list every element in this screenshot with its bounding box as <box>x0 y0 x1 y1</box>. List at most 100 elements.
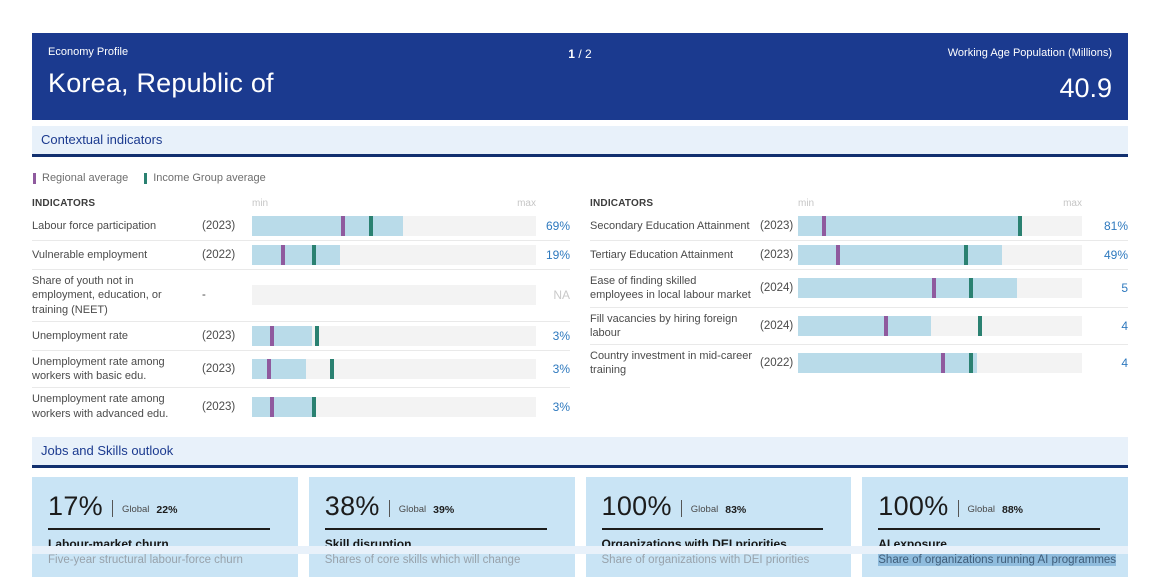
kpi-global-label: Global <box>121 504 150 516</box>
indicator-bar-fill <box>252 216 403 236</box>
indicators-table-left: INDICATORS min max Labour force particip… <box>32 194 570 425</box>
indicator-bar-fill <box>252 325 312 346</box>
kpi-card: 100% Global 83% Organizations with DEI prio… <box>585 477 852 577</box>
indicator-bar-track <box>798 278 1082 299</box>
divider-icon <box>957 500 959 518</box>
indicator-value: 69% <box>545 219 570 233</box>
indicator-row: Unemployment rate among workers with bas… <box>32 351 570 389</box>
regional-average-tick-icon <box>269 396 274 417</box>
max-label: max <box>517 197 536 209</box>
legend-item-regional-average: Regional average <box>33 172 128 184</box>
income-group-average-tick-icon <box>369 216 374 236</box>
indicator-row: Fill vacancies by hiring foreign labour (… <box>590 308 1128 346</box>
kpi-subtitle: Share of organizations running AI progra… <box>878 554 1128 567</box>
min-label: min <box>798 197 815 209</box>
indicator-row: Unemployment rate (2023) 3% <box>32 322 570 351</box>
indicator-year: (2023) <box>760 220 794 232</box>
next-section-bar-cutoff <box>32 546 1128 554</box>
kpi-global-value: 83% <box>725 503 747 516</box>
table-header-minmax: min max <box>798 198 1082 209</box>
income-group-average-tick-icon <box>312 396 317 417</box>
card-underline <box>601 528 824 531</box>
income-group-average-tick-icon <box>315 325 320 346</box>
indicator-bar-track <box>252 359 536 380</box>
indicator-row: Vulnerable employment (2022) 19% <box>32 241 570 270</box>
indicator-bar-fill <box>798 278 1017 299</box>
indicator-year: (2023) <box>202 400 236 413</box>
kpi-line: 38% Global 39% <box>325 491 575 522</box>
card-underline <box>324 528 547 531</box>
income-group-average-tick-icon <box>969 278 974 299</box>
indicator-row: Country investment in mid-career trainin… <box>590 345 1128 382</box>
indicator-value: 49% <box>1103 248 1128 262</box>
page-total: 2 <box>585 47 592 61</box>
indicator-value: NA <box>553 288 570 303</box>
indicator-label: Fill vacancies by hiring foreign labour <box>590 312 738 339</box>
legend: Regional average Income Group average <box>33 172 1128 184</box>
indicator-row: Ease of finding skilled employees in loc… <box>590 270 1128 308</box>
indicator-label: Secondary Education Attainment <box>590 219 750 232</box>
indicator-row: Labour force participation (2023) 69% <box>32 212 570 241</box>
indicator-bar-fill <box>798 353 977 374</box>
divider-icon <box>111 500 113 518</box>
masthead: Economy Profile Korea, Republic of 1 / 2… <box>32 33 1128 120</box>
indicator-label: Labour force participation <box>32 219 157 232</box>
table-rows: Secondary Education Attainment (2023) 81% T… <box>590 212 1128 382</box>
table-header-indicators: INDICATORS <box>32 197 96 209</box>
indicator-label: Vulnerable employment <box>32 248 148 261</box>
table-header: INDICATORS min max <box>32 194 570 212</box>
income-group-average-tick-icon <box>329 359 334 380</box>
indicator-value: 3% <box>552 399 570 414</box>
indicator-label: Country investment in mid-career trainin… <box>590 350 753 377</box>
indicator-bar-track <box>798 353 1082 374</box>
kpi-subtitle: Shares of core skills which will change <box>325 554 575 566</box>
indicator-value: 5 <box>1121 281 1128 296</box>
indicator-label: Unemployment rate <box>32 329 128 342</box>
kpi-global-label: Global <box>690 504 719 516</box>
section-header-contextual-indicators: Contextual indicators <box>32 126 1128 157</box>
indicator-year: (2023) <box>202 220 236 232</box>
kpi-subtitle-text: Share of organizations with DEI prioriti… <box>601 554 810 567</box>
section-header-jobs-skills-outlook: Jobs and Skills outlook <box>32 437 1128 469</box>
indicator-bar-track <box>252 396 536 417</box>
regional-average-tick-icon <box>340 216 345 236</box>
regional-average-tick-icon <box>932 278 937 299</box>
kpi-subtitle: Five-year structural labour-force churn <box>48 554 298 566</box>
indicator-year: (2023) <box>202 363 236 376</box>
indicator-bar-track <box>252 325 536 346</box>
indicator-bar-track <box>798 245 1082 265</box>
kpi-card: 17% Global 22% Labour-market churn Five-year… <box>32 477 298 577</box>
income-group-average-tick-icon <box>969 353 974 374</box>
indicator-bar-track <box>252 216 536 236</box>
indicator-bar-track <box>798 315 1082 336</box>
max-label: max <box>1063 197 1082 209</box>
regional-average-tick-icon <box>835 245 840 265</box>
indicator-value: 4 <box>1121 318 1128 333</box>
indicator-year: (2024) <box>760 282 794 295</box>
indicator-year: - <box>202 289 206 302</box>
population-value: 40.9 <box>1059 73 1112 103</box>
income-group-average-tick-icon <box>312 245 317 265</box>
table-header-minmax: min max <box>252 198 536 209</box>
income-group-average-tick-icon <box>963 245 968 265</box>
regional-average-tick-icon <box>940 353 945 374</box>
indicator-label: Unemployment rate among workers with adv… <box>32 393 169 420</box>
table-header-indicators: INDICATORS <box>590 197 654 209</box>
indicator-bar-fill <box>252 245 341 265</box>
page-current: 1 <box>568 47 575 61</box>
regional-average-tick-icon <box>267 359 272 380</box>
indicator-value: 4 <box>1121 356 1128 371</box>
kpi-value: 100% <box>601 491 672 522</box>
card-underline <box>48 528 270 531</box>
indicator-bar-track <box>252 285 536 306</box>
indicator-year: (2023) <box>202 329 236 342</box>
indicator-bar-fill <box>798 245 1003 265</box>
kpi-subtitle: Share of organizations with DEI prioriti… <box>602 554 852 566</box>
kpi-value: 38% <box>324 491 380 522</box>
kpi-global-label: Global <box>398 504 427 516</box>
indicator-year: (2022) <box>202 249 236 261</box>
kpi-global-value: 88% <box>1001 503 1023 516</box>
kpi-card: 38% Global 39% Skill disruption Shares of co… <box>308 477 575 577</box>
indicator-row: Tertiary Education Attainment (2023) 49% <box>590 241 1128 270</box>
income-group-average-tick-icon <box>144 172 148 184</box>
